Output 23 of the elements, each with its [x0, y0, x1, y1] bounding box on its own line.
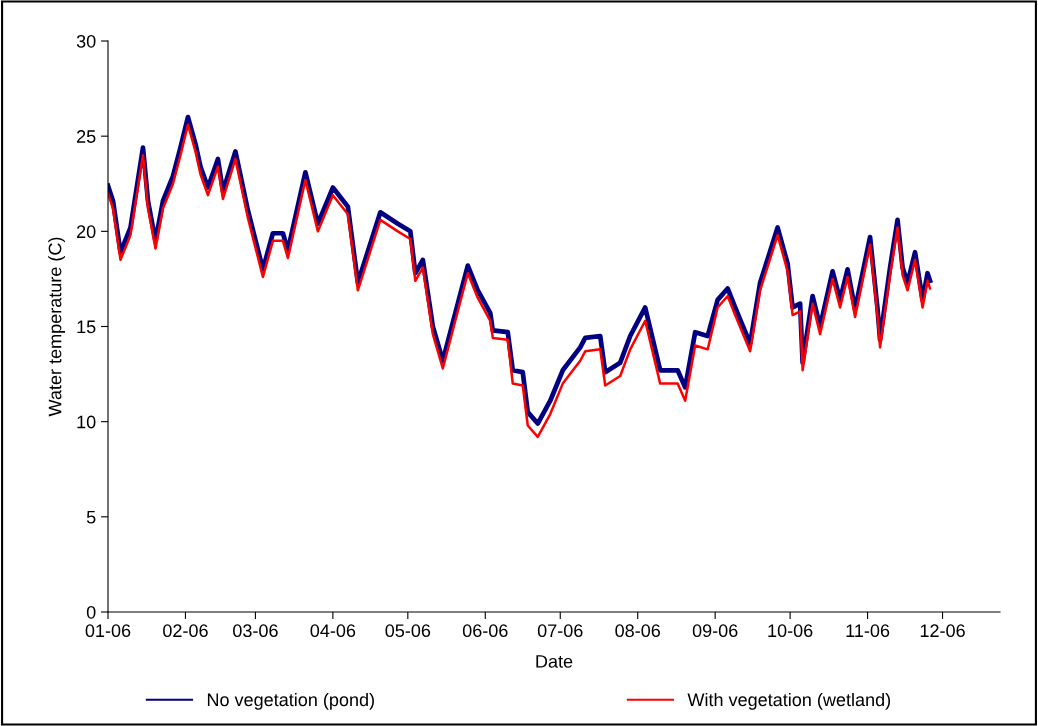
- x-tick-label: 11-06: [846, 624, 890, 638]
- legend-label: No vegetation (pond): [207, 692, 374, 710]
- x-tick-label: 09-06: [692, 624, 738, 638]
- x-tick-label: 08-06: [615, 624, 660, 638]
- y-tick-label: 30: [76, 34, 96, 48]
- x-tick-label: 12-06: [920, 624, 965, 638]
- y-axis-title: Water temperature (C): [48, 237, 65, 417]
- x-tick-label: 04-06: [310, 624, 356, 638]
- x-tick-label: 07-06: [537, 624, 583, 638]
- x-tick-label: 03-06: [233, 624, 278, 638]
- legend-label: With vegetation (wetland): [687, 692, 891, 710]
- x-tick-label: 10-06: [768, 624, 813, 638]
- y-tick-label: 10: [77, 415, 96, 429]
- y-tick-label: 5: [86, 510, 96, 524]
- y-tick-label: 15: [77, 320, 96, 334]
- x-tick-label: 02-06: [163, 624, 208, 638]
- x-axis-title: Date: [536, 655, 573, 668]
- x-tick-label: 01-06: [85, 624, 131, 638]
- y-tick-label: 20: [77, 225, 96, 239]
- x-tick-label: 05-06: [385, 624, 431, 638]
- y-tick-label: 0: [86, 605, 96, 619]
- x-tick-label: 06-06: [462, 624, 508, 638]
- y-tick-label: 25: [77, 130, 96, 143]
